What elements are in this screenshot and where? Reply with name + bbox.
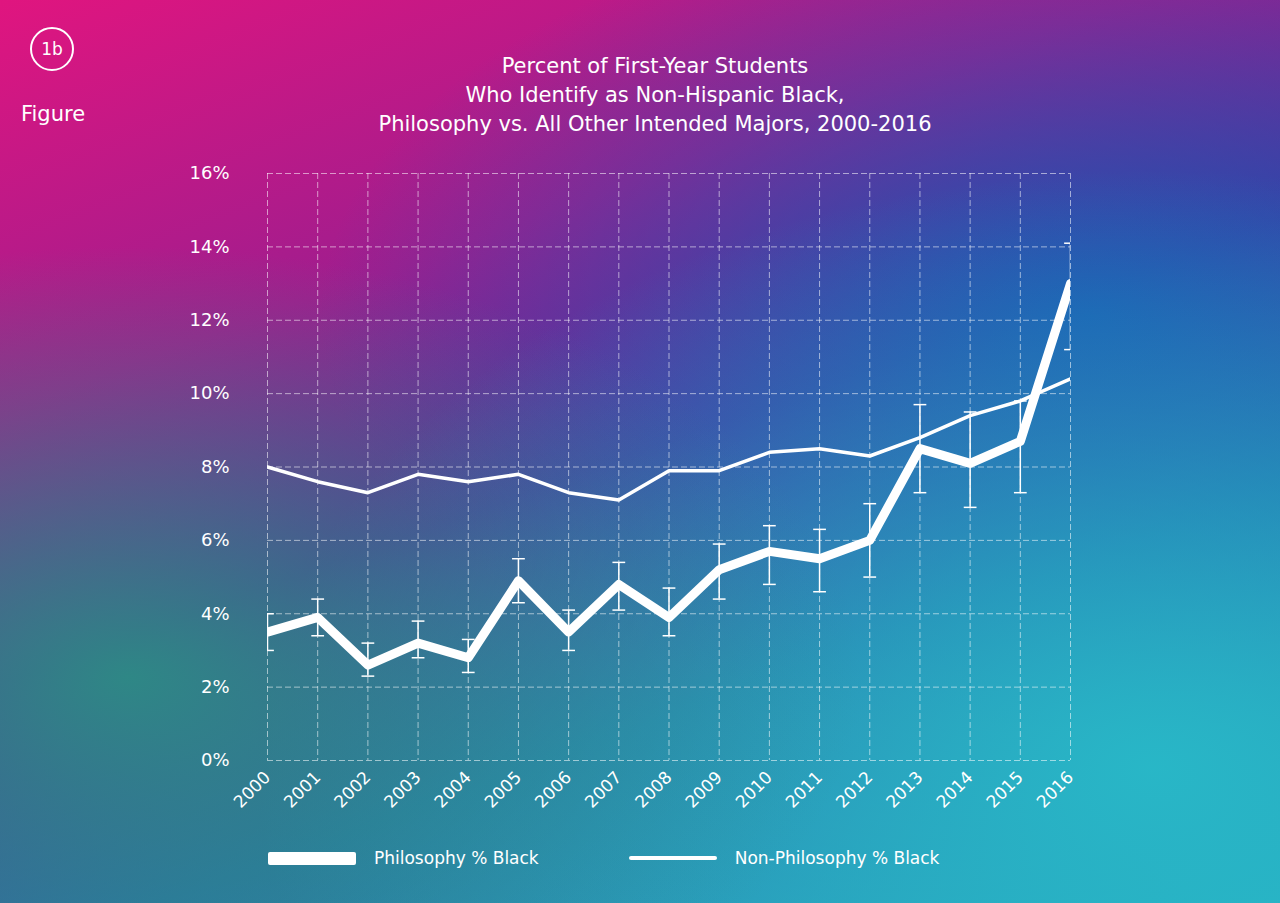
svg-text:2005: 2005 [480,767,525,812]
svg-text:0%: 0% [201,749,230,770]
html-text:Figure: Figure [20,102,86,126]
svg-text:2010: 2010 [731,767,776,812]
svg-text:12%: 12% [189,309,229,330]
svg-text:4%: 4% [201,603,230,624]
svg-text:2011: 2011 [782,767,827,812]
svg-text:2012: 2012 [832,767,877,812]
svg-text:2016: 2016 [1032,767,1077,812]
svg-text:2014: 2014 [932,767,977,812]
svg-text:2001: 2001 [280,767,325,812]
html-text:Percent of First-Year Students: Percent of First-Year Students Who Ident… [378,54,932,136]
svg-text:2006: 2006 [531,767,576,812]
svg-text:10%: 10% [189,382,229,403]
svg-text:2007: 2007 [581,767,626,812]
html-text:Philosophy % Black: Philosophy % Black [374,848,539,868]
svg-text:14%: 14% [189,236,229,257]
svg-text:2015: 2015 [982,767,1027,812]
svg-text:2000: 2000 [229,767,274,812]
svg-text:2002: 2002 [330,767,375,812]
html-text:Non-Philosophy % Black: Non-Philosophy % Black [734,848,940,868]
svg-text:6%: 6% [201,529,230,550]
svg-text:2%: 2% [201,676,230,697]
svg-text:2009: 2009 [681,767,726,812]
html-text:1b: 1b [41,39,63,59]
svg-text:8%: 8% [201,456,230,477]
svg-text:16%: 16% [189,162,229,183]
svg-text:2008: 2008 [631,767,676,812]
svg-text:2013: 2013 [882,767,927,812]
svg-text:2004: 2004 [430,767,475,812]
svg-text:2003: 2003 [380,767,425,812]
